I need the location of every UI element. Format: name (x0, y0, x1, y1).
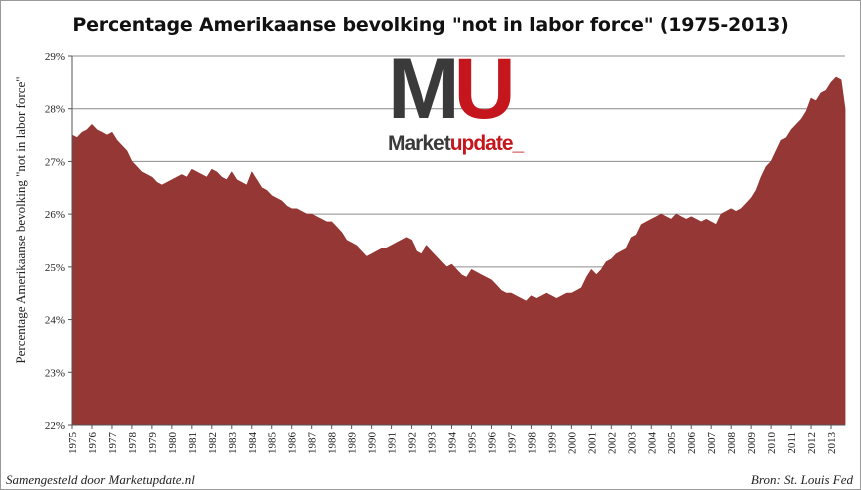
x-tick-label: 1996 (486, 432, 498, 455)
x-tick-label: 2002 (606, 432, 618, 454)
x-tick-label: 2005 (666, 432, 678, 455)
y-tick-label: 22% (45, 420, 65, 432)
y-tick-label: 24% (45, 315, 65, 327)
x-tick-label: 2007 (706, 432, 718, 455)
x-tick-label: 1975 (67, 432, 79, 455)
x-tick-label: 1990 (367, 432, 379, 455)
x-tick-label: 2010 (766, 432, 778, 455)
x-tick-label: 2011 (786, 432, 798, 454)
x-tick-label: 2004 (646, 432, 658, 455)
axes (68, 55, 845, 429)
y-tick-label: 25% (45, 262, 65, 274)
x-tick-label: 1993 (427, 432, 439, 455)
x-tick-label: 2008 (726, 432, 738, 455)
y-tick-label: 26% (45, 209, 65, 221)
x-tick-label: 1984 (247, 432, 259, 455)
x-tick-label: 1997 (506, 432, 518, 455)
y-tick-label: 23% (45, 367, 65, 379)
x-tick-label: 1988 (327, 432, 339, 455)
logo-wordmark: Marketupdate_ (388, 132, 525, 156)
logo-letter-m: M (388, 41, 460, 137)
logo-word-update: update_ (449, 132, 525, 155)
x-tick-label: 1985 (267, 432, 279, 455)
x-tick-label: 1977 (107, 432, 119, 455)
x-tick-label: 1991 (387, 432, 399, 454)
logo-letter-u: U (453, 41, 516, 137)
x-tick-label: 1986 (287, 432, 299, 455)
x-tick-label: 2006 (686, 432, 698, 455)
x-tick-label: 2012 (806, 432, 818, 454)
x-tick-label: 1976 (87, 432, 99, 455)
y-tick-label: 28% (45, 104, 65, 116)
x-tick-label: 1978 (127, 432, 139, 455)
x-tick-label: 1981 (187, 432, 199, 454)
x-tick-label: 1982 (207, 432, 219, 454)
x-tick-label: 1998 (526, 432, 538, 455)
x-tick-labels: 1975 1976 1977 1978 1979 1980 1981 1982 1983 1984… (67, 432, 838, 455)
x-tick-label: 1989 (347, 432, 359, 455)
x-tick-label: 2013 (826, 432, 838, 455)
series-area (71, 76, 846, 426)
x-tick-label: 2009 (746, 432, 758, 455)
y-tick-labels: 22% 23% 24% 25% 26% 27% 28% 29% (45, 51, 65, 432)
logo-mu-mark: MU (388, 46, 516, 132)
x-tick-label: 2003 (626, 432, 638, 455)
x-tick-label: 1980 (167, 432, 179, 455)
y-tick-label: 29% (45, 51, 65, 63)
x-tick-label: 2001 (586, 432, 598, 454)
x-tick-label: 1983 (227, 432, 239, 455)
x-tick-label: 1979 (147, 432, 159, 455)
data-area (71, 76, 846, 426)
x-tick-label: 1995 (466, 432, 478, 455)
x-tick-label: 2000 (566, 432, 578, 455)
footer-credit: Samengesteld door Marketupdate.nl (6, 472, 195, 487)
x-tick-label: 1992 (407, 432, 419, 454)
x-tick-label: 1987 (307, 432, 319, 455)
chart-title: Percentage Amerikaanse bevolking "not in… (72, 14, 789, 36)
y-tick-label: 27% (45, 156, 65, 168)
x-tick-label: 1994 (447, 432, 459, 455)
x-tick-label: 1999 (546, 432, 558, 455)
logo-word-market: Market (388, 132, 451, 155)
marketupdate-logo: MU Marketupdate_ (388, 46, 548, 160)
footer-source: Bron: St. Louis Fed (750, 472, 853, 487)
